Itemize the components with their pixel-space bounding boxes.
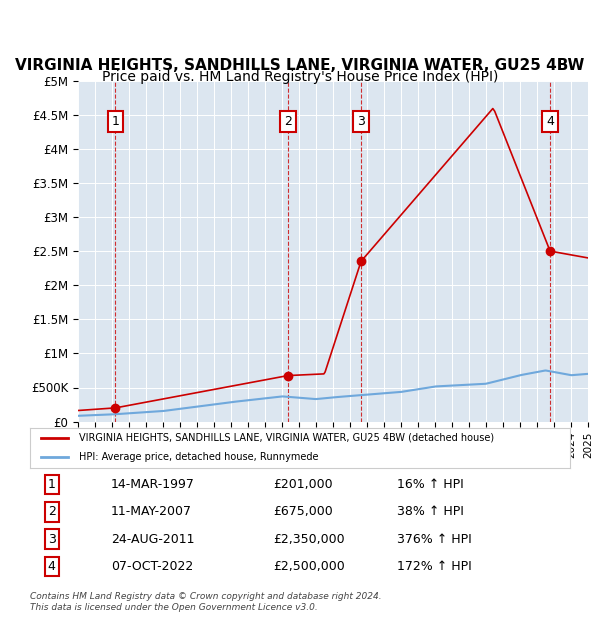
Text: 3: 3 <box>357 115 365 128</box>
Text: 4: 4 <box>47 560 56 573</box>
Text: 38% ↑ HPI: 38% ↑ HPI <box>397 505 464 518</box>
Text: 4: 4 <box>546 115 554 128</box>
Text: 3: 3 <box>47 533 56 546</box>
Text: 172% ↑ HPI: 172% ↑ HPI <box>397 560 472 573</box>
Text: VIRGINIA HEIGHTS, SANDHILLS LANE, VIRGINIA WATER, GU25 4BW (detached house): VIRGINIA HEIGHTS, SANDHILLS LANE, VIRGIN… <box>79 433 494 443</box>
Text: £201,000: £201,000 <box>273 478 332 491</box>
Text: 2: 2 <box>47 505 56 518</box>
Text: 2: 2 <box>284 115 292 128</box>
Text: £2,350,000: £2,350,000 <box>273 533 344 546</box>
Text: 11-MAY-2007: 11-MAY-2007 <box>111 505 192 518</box>
Text: VIRGINIA HEIGHTS, SANDHILLS LANE, VIRGINIA WATER, GU25 4BW: VIRGINIA HEIGHTS, SANDHILLS LANE, VIRGIN… <box>16 58 584 73</box>
Text: Price paid vs. HM Land Registry's House Price Index (HPI): Price paid vs. HM Land Registry's House … <box>102 71 498 84</box>
Text: £675,000: £675,000 <box>273 505 333 518</box>
Text: £2,500,000: £2,500,000 <box>273 560 345 573</box>
Text: 24-AUG-2011: 24-AUG-2011 <box>111 533 194 546</box>
Text: 16% ↑ HPI: 16% ↑ HPI <box>397 478 464 491</box>
Text: 376% ↑ HPI: 376% ↑ HPI <box>397 533 472 546</box>
Text: 1: 1 <box>47 478 56 491</box>
Text: 07-OCT-2022: 07-OCT-2022 <box>111 560 193 573</box>
Text: 1: 1 <box>112 115 119 128</box>
Text: HPI: Average price, detached house, Runnymede: HPI: Average price, detached house, Runn… <box>79 452 318 462</box>
Text: 14-MAR-1997: 14-MAR-1997 <box>111 478 195 491</box>
Text: Contains HM Land Registry data © Crown copyright and database right 2024.
This d: Contains HM Land Registry data © Crown c… <box>30 592 382 611</box>
